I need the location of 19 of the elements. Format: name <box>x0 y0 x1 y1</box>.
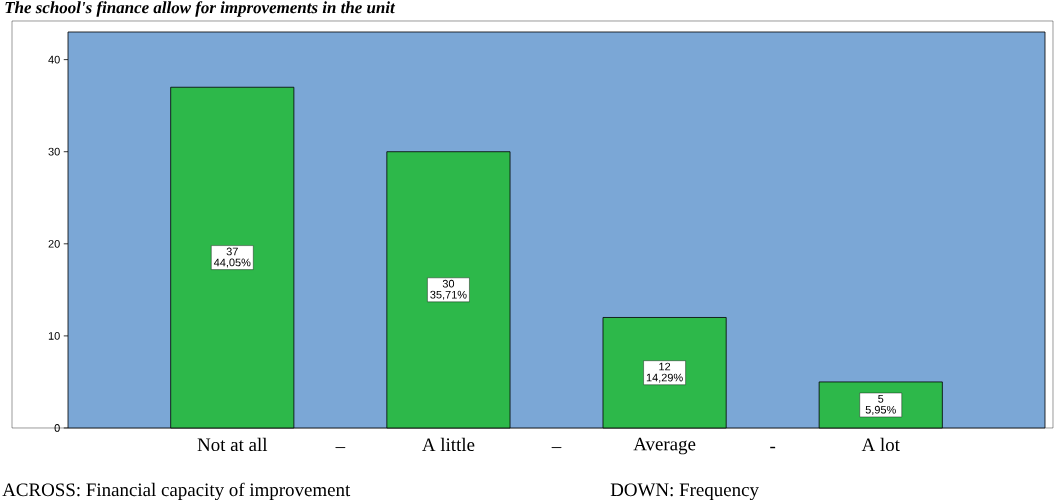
y-tick-label: 10 <box>48 332 60 340</box>
x-tick-label: Average <box>633 437 696 455</box>
text: – <box>551 447 562 449</box>
y-tick-label: 30 <box>48 147 60 156</box>
text: - <box>770 446 776 449</box>
data-label: 5 5,95% <box>865 395 896 415</box>
y-tick-label: 40 <box>48 55 60 64</box>
x-tick-label: Not at all <box>197 437 268 452</box>
y-tick-label: 20 <box>48 239 60 248</box>
chart-title: The school's finance allow for improvements in the unit <box>5 1 396 17</box>
text: – <box>335 447 346 449</box>
y-tick-label: 0 <box>54 424 60 432</box>
data-label: 37 44,05% <box>213 247 251 268</box>
data-label: 30 35,71% <box>430 279 467 300</box>
data-label: 12 14,29% <box>646 362 683 383</box>
text: DOWN: Frequency <box>610 483 759 501</box>
x-tick-label: A lot <box>861 437 900 452</box>
text: ACROSS: Financial capacity of improvement <box>2 482 351 501</box>
x-tick-label: A little <box>422 437 475 452</box>
